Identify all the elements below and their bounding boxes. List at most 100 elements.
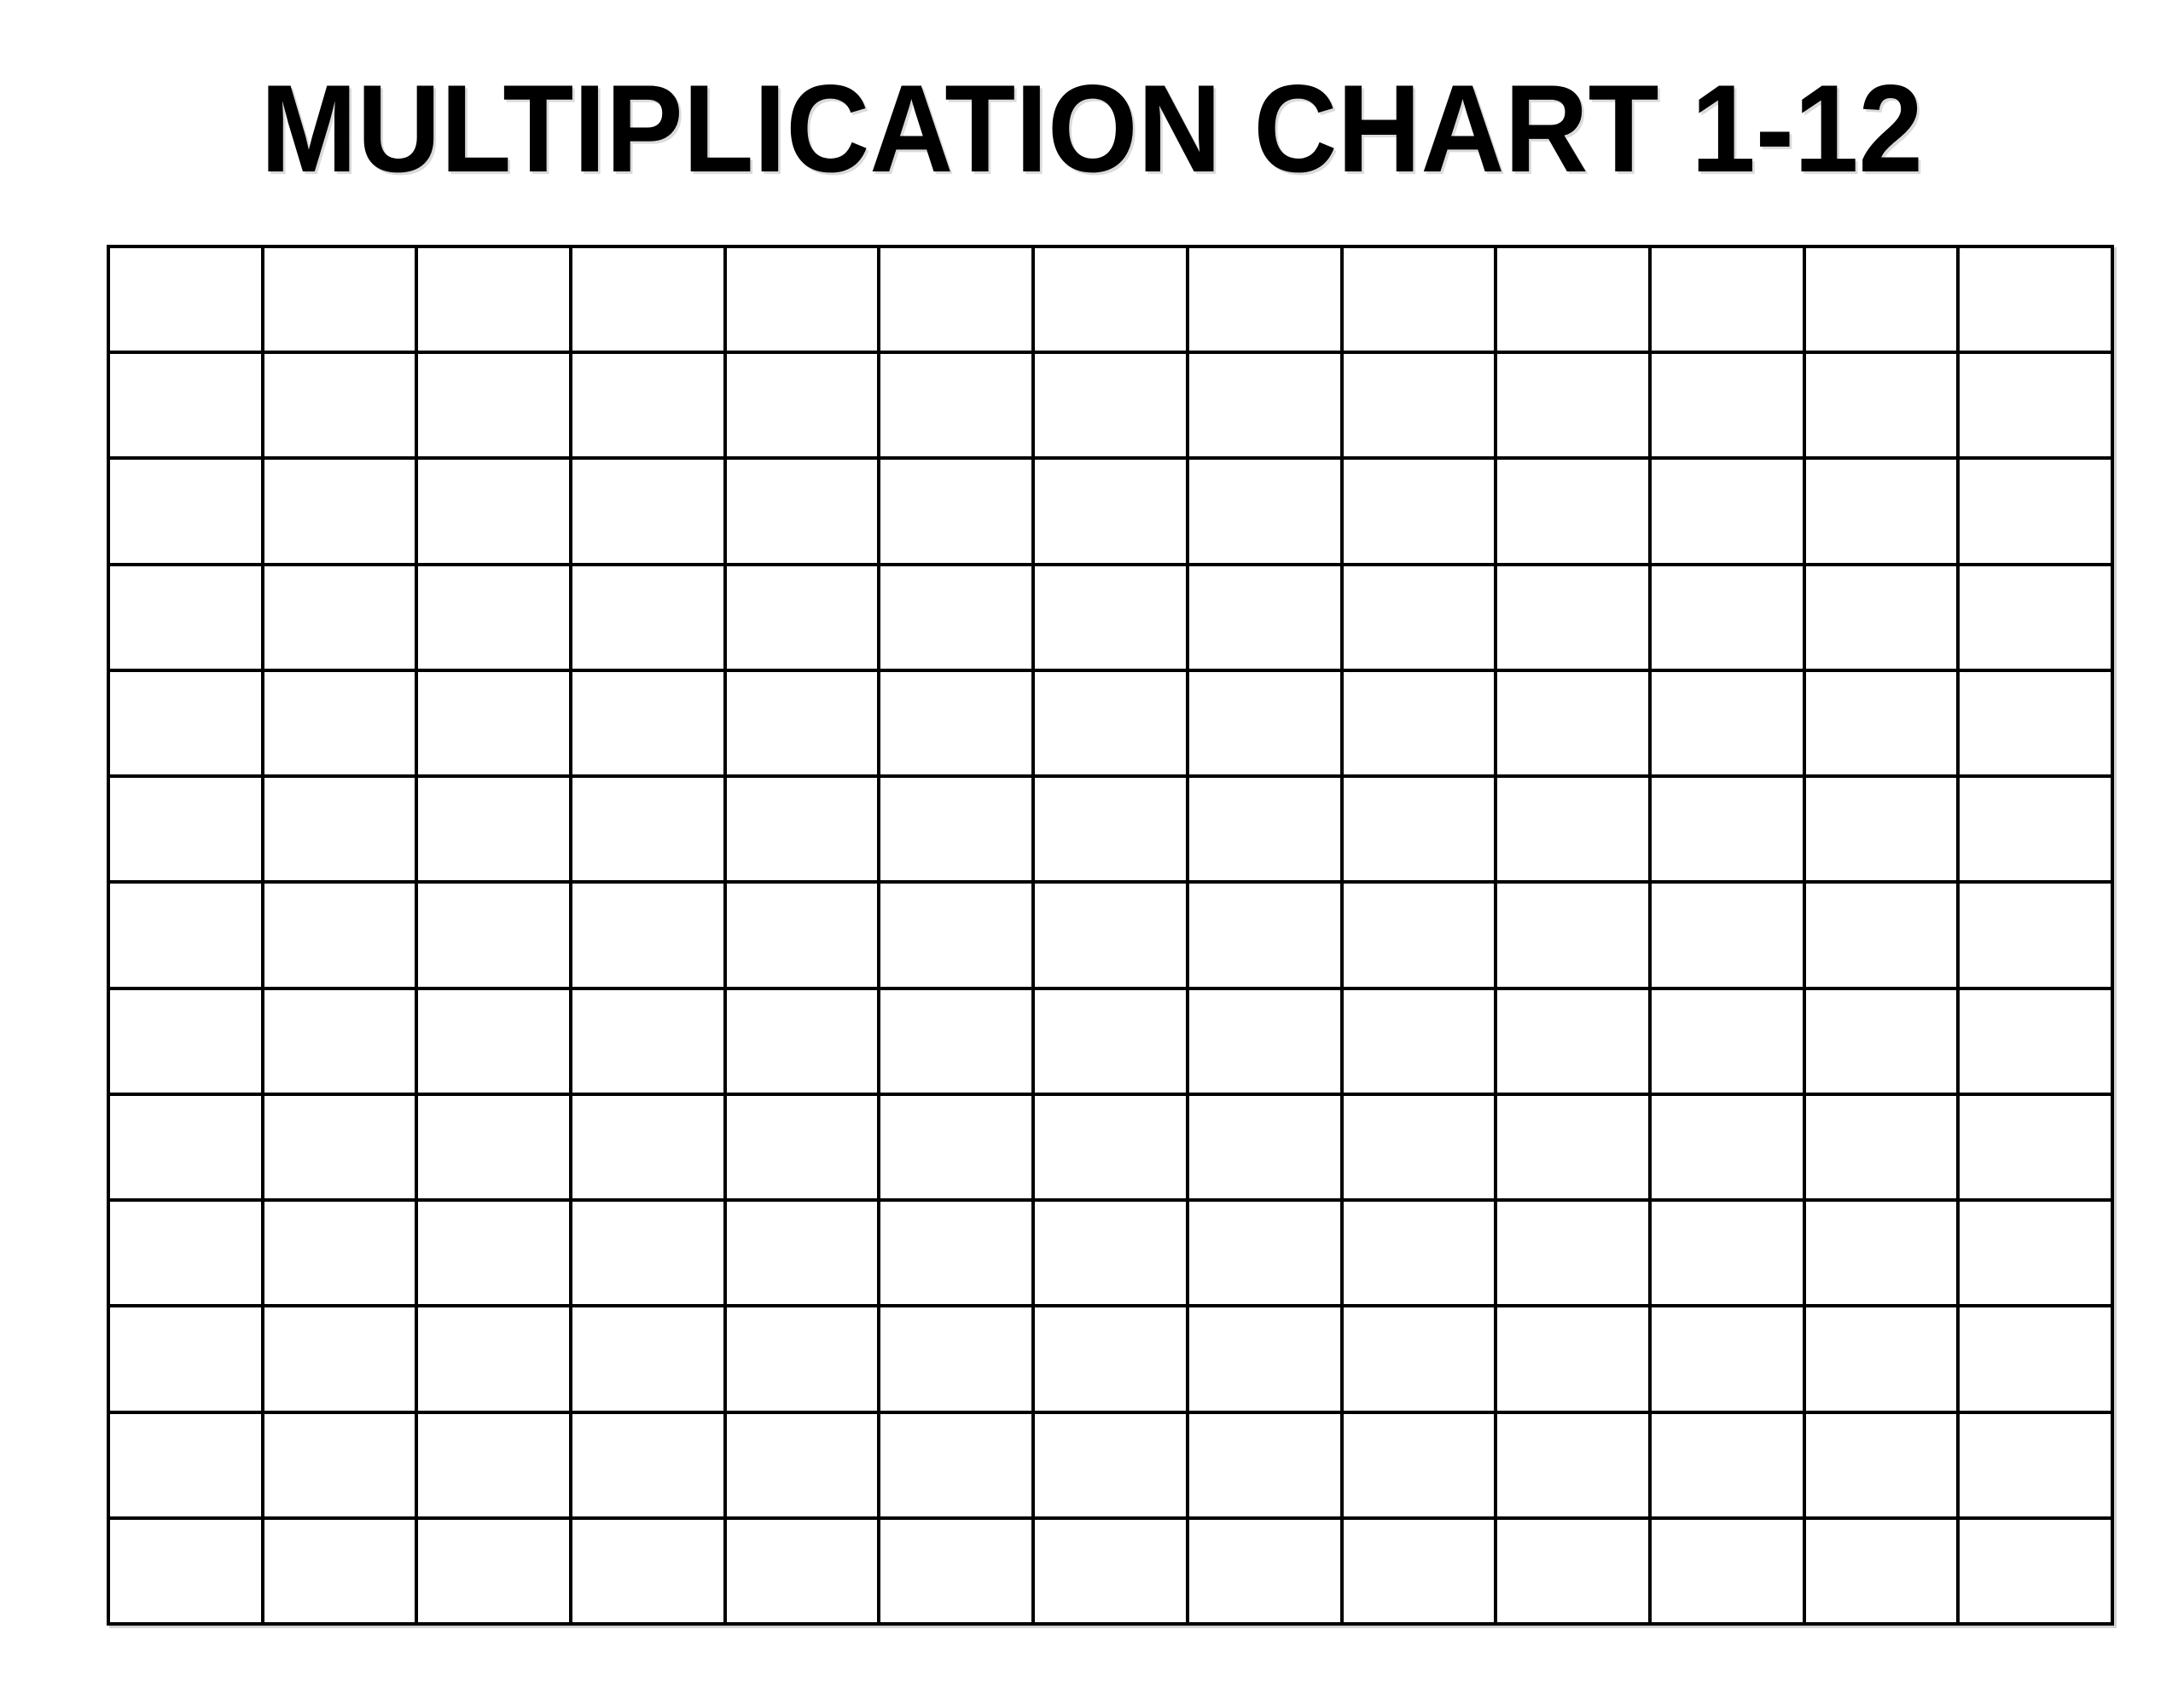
grid-cell-r7-c2 <box>264 884 415 987</box>
grid-cell-r6-c13 <box>1960 778 2111 881</box>
grid-cell-r12-c13 <box>1960 1413 2111 1516</box>
grid-cell-r11-c7 <box>1035 1307 1186 1411</box>
grid-cell-r6-c5 <box>726 778 878 881</box>
grid-cell-r3-c10 <box>1497 460 1648 563</box>
grid-cell-r2-c1 <box>110 354 261 457</box>
grid-cell-r10-c8 <box>1188 1202 1340 1305</box>
grid-cell-r1-c2 <box>264 248 415 351</box>
grid-cell-r5-c9 <box>1343 671 1495 775</box>
grid-cell-r3-c9 <box>1343 460 1495 563</box>
grid-cell-r9-c11 <box>1651 1095 1803 1199</box>
grid-cell-r12-c12 <box>1805 1413 1957 1516</box>
grid-cell-r2-c11 <box>1651 354 1803 457</box>
grid-cell-r10-c11 <box>1651 1202 1803 1305</box>
grid-cell-r3-c12 <box>1805 460 1957 563</box>
grid-cell-r10-c3 <box>418 1202 570 1305</box>
grid-cell-r8-c5 <box>726 989 878 1093</box>
grid-cell-r3-c11 <box>1651 460 1803 563</box>
grid-cell-r13-c5 <box>726 1519 878 1622</box>
grid-cell-r4-c5 <box>726 565 878 669</box>
grid-cell-r7-c12 <box>1805 884 1957 987</box>
grid-cell-r3-c7 <box>1035 460 1186 563</box>
grid-cell-r9-c1 <box>110 1095 261 1199</box>
grid-cell-r13-c12 <box>1805 1519 1957 1622</box>
grid-cell-r5-c8 <box>1188 671 1340 775</box>
grid-cell-r2-c12 <box>1805 354 1957 457</box>
grid-cell-r1-c3 <box>418 248 570 351</box>
grid-cell-r13-c13 <box>1960 1519 2111 1622</box>
grid-cell-r13-c10 <box>1497 1519 1648 1622</box>
grid-cell-r3-c1 <box>110 460 261 563</box>
grid-cell-r1-c7 <box>1035 248 1186 351</box>
grid-cell-r8-c9 <box>1343 989 1495 1093</box>
grid-cell-r3-c8 <box>1188 460 1340 563</box>
grid-cell-r2-c7 <box>1035 354 1186 457</box>
grid-cell-r2-c5 <box>726 354 878 457</box>
grid-cell-r2-c3 <box>418 354 570 457</box>
grid-cell-r8-c2 <box>264 989 415 1093</box>
grid-cell-r10-c1 <box>110 1202 261 1305</box>
grid-cell-r12-c8 <box>1188 1413 1340 1516</box>
grid-cell-r2-c13 <box>1960 354 2111 457</box>
grid-cell-r8-c6 <box>880 989 1032 1093</box>
grid-cell-r12-c9 <box>1343 1413 1495 1516</box>
grid-cell-r4-c4 <box>572 565 723 669</box>
grid-cell-r8-c10 <box>1497 989 1648 1093</box>
grid-cell-r10-c9 <box>1343 1202 1495 1305</box>
grid-cell-r12-c10 <box>1497 1413 1648 1516</box>
grid-cell-r12-c3 <box>418 1413 570 1516</box>
grid-cell-r1-c4 <box>572 248 723 351</box>
grid-cell-r1-c12 <box>1805 248 1957 351</box>
grid-cell-r10-c6 <box>880 1202 1032 1305</box>
grid-cell-r6-c12 <box>1805 778 1957 881</box>
grid-cell-r4-c10 <box>1497 565 1648 669</box>
grid-cell-r4-c2 <box>264 565 415 669</box>
grid-cell-r6-c1 <box>110 778 261 881</box>
grid-cell-r12-c2 <box>264 1413 415 1516</box>
grid-cell-r8-c1 <box>110 989 261 1093</box>
grid-cell-r4-c11 <box>1651 565 1803 669</box>
grid-cell-r5-c4 <box>572 671 723 775</box>
title-bar: MULTIPLICATION CHART 1-12 <box>0 67 2184 191</box>
grid-cell-r10-c7 <box>1035 1202 1186 1305</box>
grid-cell-r11-c5 <box>726 1307 878 1411</box>
grid-cell-r11-c10 <box>1497 1307 1648 1411</box>
grid-cell-r1-c13 <box>1960 248 2111 351</box>
grid-cell-r2-c6 <box>880 354 1032 457</box>
grid-cell-r3-c5 <box>726 460 878 563</box>
grid-cell-r10-c13 <box>1960 1202 2111 1305</box>
grid-cell-r1-c9 <box>1343 248 1495 351</box>
grid-cell-r9-c3 <box>418 1095 570 1199</box>
grid-cell-r3-c2 <box>264 460 415 563</box>
grid-cell-r2-c4 <box>572 354 723 457</box>
grid-cell-r8-c7 <box>1035 989 1186 1093</box>
grid-cell-r7-c10 <box>1497 884 1648 987</box>
grid-cell-r2-c10 <box>1497 354 1648 457</box>
grid-cell-r4-c12 <box>1805 565 1957 669</box>
grid-cell-r6-c4 <box>572 778 723 881</box>
grid-cell-r6-c8 <box>1188 778 1340 881</box>
grid-cell-r5-c7 <box>1035 671 1186 775</box>
grid-cell-r9-c9 <box>1343 1095 1495 1199</box>
grid-cell-r4-c3 <box>418 565 570 669</box>
grid-cell-r12-c7 <box>1035 1413 1186 1516</box>
grid-cell-r7-c8 <box>1188 884 1340 987</box>
grid-cell-r9-c6 <box>880 1095 1032 1199</box>
grid-cell-r5-c2 <box>264 671 415 775</box>
grid-cell-r13-c11 <box>1651 1519 1803 1622</box>
grid-cell-r12-c6 <box>880 1413 1032 1516</box>
grid-cell-r13-c3 <box>418 1519 570 1622</box>
grid-cell-r3-c6 <box>880 460 1032 563</box>
grid-cell-r10-c2 <box>264 1202 415 1305</box>
grid-cell-r9-c12 <box>1805 1095 1957 1199</box>
grid-cell-r6-c7 <box>1035 778 1186 881</box>
grid-cell-r13-c2 <box>264 1519 415 1622</box>
grid-cell-r2-c8 <box>1188 354 1340 457</box>
grid-cell-r4-c9 <box>1343 565 1495 669</box>
grid-cell-r1-c5 <box>726 248 878 351</box>
grid-cell-r9-c2 <box>264 1095 415 1199</box>
grid-cell-r11-c1 <box>110 1307 261 1411</box>
grid-cell-r11-c4 <box>572 1307 723 1411</box>
grid-cell-r1-c11 <box>1651 248 1803 351</box>
